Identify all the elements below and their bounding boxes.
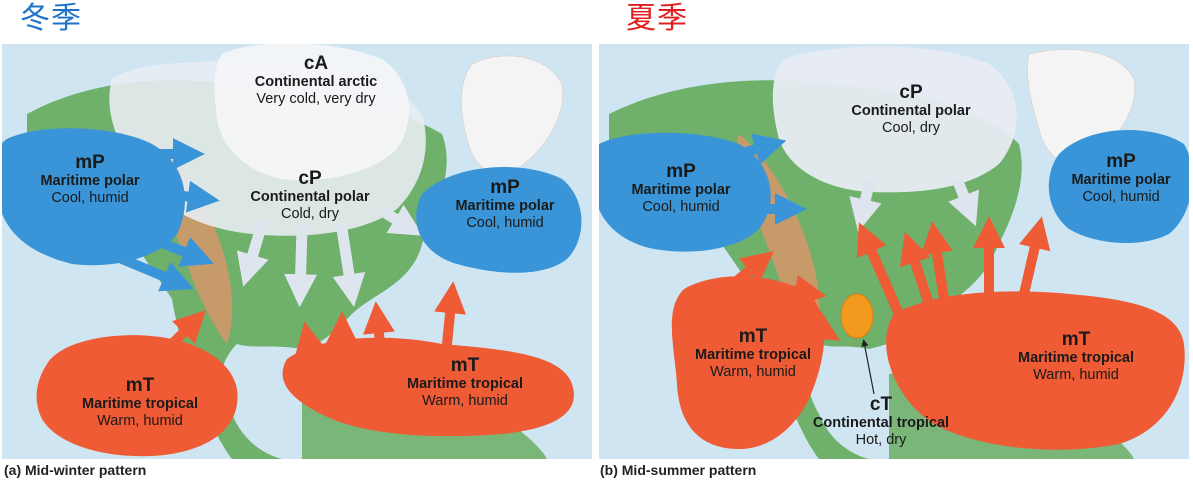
cp-arrows <box>849 178 979 232</box>
ca-label: cA Continental arctic Very cold, very dr… <box>255 53 377 107</box>
mp-west-air-mass <box>599 132 771 252</box>
mt-pacific-code: mT <box>126 375 155 396</box>
mp-west-label: mP Maritime polar Cool, humid <box>631 161 730 215</box>
mt-gulf-name: Maritime tropical <box>1018 350 1134 366</box>
cp-desc: Cool, dry <box>882 120 941 136</box>
mp-west-arrows <box>734 133 807 226</box>
mp-west-desc: Cool, humid <box>642 199 719 215</box>
cp-code: cP <box>899 82 923 103</box>
mt-pacific-desc: Warm, humid <box>710 364 796 380</box>
mt-gulf-code: mT <box>451 355 480 376</box>
mp-east-label: mP Maritime polar Cool, humid <box>1071 151 1170 205</box>
cp-label: cP Continental polar Cool, dry <box>851 82 971 136</box>
ca-name: Continental arctic <box>255 74 377 90</box>
mp-west-label: mP Maritime polar Cool, humid <box>40 152 139 206</box>
winter-heading: 冬季 <box>20 1 82 36</box>
winter-map: cA Continental arctic Very cold, very dr… <box>2 44 592 459</box>
mt-pacific-arrows <box>162 309 207 354</box>
mt-gulf-air-mass <box>282 337 574 437</box>
mp-west-desc: Cool, humid <box>51 190 128 206</box>
mp-west-name: Maritime polar <box>631 182 730 198</box>
mp-east-name: Maritime polar <box>455 198 554 214</box>
ct-code: cT <box>870 394 893 415</box>
mt-pacific-air-mass <box>36 335 238 457</box>
mp-east-code: mP <box>490 177 520 198</box>
mt-pacific-label: mT Maritime tropical Warm, humid <box>695 326 811 380</box>
cp-label: cP Continental polar Cold, dry <box>250 168 370 222</box>
mp-east-air-mass <box>416 167 582 273</box>
mt-gulf-code: mT <box>1062 329 1091 350</box>
mp-east-air-mass <box>1048 130 1189 243</box>
mt-pacific-label: mT Maritime tropical Warm, humid <box>82 375 198 429</box>
mp-east-desc: Cool, humid <box>466 215 543 231</box>
cp-code: cP <box>298 168 322 189</box>
mt-pacific-desc: Warm, humid <box>97 413 183 429</box>
mp-west-air-mass <box>2 128 185 266</box>
cp-air-mass <box>772 46 1017 193</box>
mt-gulf-desc: Warm, humid <box>1033 367 1119 383</box>
mt-gulf-arrows <box>857 216 1051 319</box>
ca-code: cA <box>304 53 329 74</box>
ct-air-mass <box>840 293 874 339</box>
ca-desc: Very cold, very dry <box>256 91 376 107</box>
mp-west-code: mP <box>666 161 696 182</box>
summer-map: cP Continental polar Cool, dry mP Mariti… <box>599 44 1189 459</box>
mt-pacific-name: Maritime tropical <box>82 396 198 412</box>
mp-east-label: mP Maritime polar Cool, humid <box>455 177 554 231</box>
winter-caption: (a) Mid-winter pattern <box>4 462 147 478</box>
ct-pointer <box>861 339 875 395</box>
ca-air-mass <box>214 44 409 181</box>
cp-desc: Cold, dry <box>281 206 340 222</box>
ct-name: Continental tropical <box>813 415 949 431</box>
mp-east-name: Maritime polar <box>1071 172 1170 188</box>
mt-gulf-name: Maritime tropical <box>407 376 523 392</box>
cp-name: Continental polar <box>250 189 370 205</box>
mt-gulf-label: mT Maritime tropical Warm, humid <box>1018 329 1134 383</box>
mp-west-arrows <box>117 137 220 292</box>
summer-caption: (b) Mid-summer pattern <box>600 462 757 478</box>
mt-pacific-name: Maritime tropical <box>695 347 811 363</box>
mt-pacific-air-mass <box>671 276 825 449</box>
mp-west-code: mP <box>75 152 105 173</box>
mp-west-name: Maritime polar <box>40 173 139 189</box>
cp-name: Continental polar <box>851 103 971 119</box>
summer-heading: 夏季 <box>626 1 688 36</box>
mp-east-desc: Cool, humid <box>1082 189 1159 205</box>
ct-desc: Hot, dry <box>856 432 908 448</box>
cp-arrows <box>236 204 424 308</box>
mt-pacific-code: mT <box>739 326 768 347</box>
mt-pacific-arrows <box>734 251 840 341</box>
mt-gulf-air-mass <box>886 291 1185 450</box>
mt-gulf-desc: Warm, humid <box>422 393 508 409</box>
mt-gulf-label: mT Maritime tropical Warm, humid <box>407 355 523 409</box>
ct-label: cT Continental tropical Hot, dry <box>813 394 949 448</box>
mp-east-code: mP <box>1106 151 1136 172</box>
mt-gulf-arrows <box>295 281 467 364</box>
